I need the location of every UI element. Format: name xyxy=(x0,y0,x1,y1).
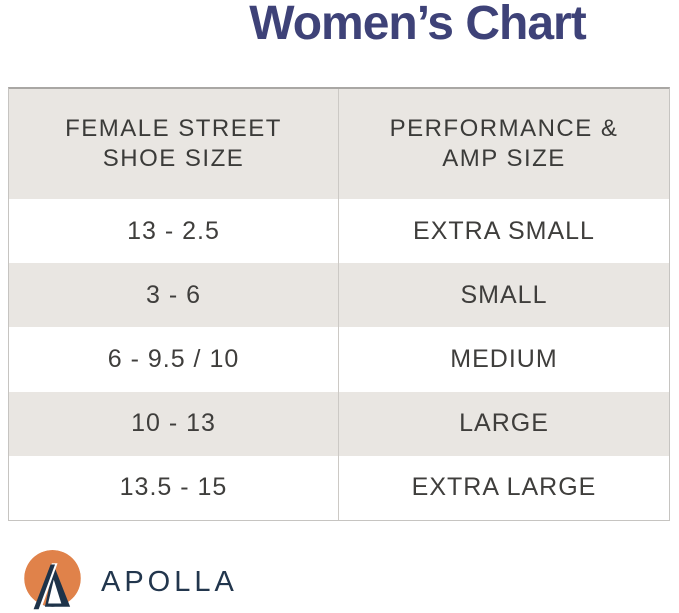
table-row: 13.5 - 15 EXTRA LARGE xyxy=(9,455,669,521)
amp-size-cell: EXTRA SMALL xyxy=(413,216,595,245)
shoe-size-cell: 13.5 - 15 xyxy=(9,455,339,521)
shoe-size-cell: 3 - 6 xyxy=(9,263,339,328)
column-header-shoe-size: FEMALE STREET SHOE SIZE xyxy=(9,89,339,199)
table-row: 13 - 2.5 EXTRA SMALL xyxy=(9,199,669,264)
table-row: 6 - 9.5 / 10 MEDIUM xyxy=(9,327,669,392)
amp-size-cell: MEDIUM xyxy=(450,345,558,373)
apolla-logo-icon xyxy=(21,550,84,613)
shoe-size-cell: 6 - 9.5 / 10 xyxy=(9,327,339,392)
table-header-row: FEMALE STREET SHOE SIZE PERFORMANCE & AM… xyxy=(9,89,669,199)
shoe-size-cell: 13 - 2.5 xyxy=(9,199,339,264)
page-title: Women’s Chart xyxy=(249,0,586,50)
table-row: 3 - 6 SMALL xyxy=(9,263,669,328)
brand-footer: APOLLA xyxy=(21,550,238,613)
table-row: 10 - 13 LARGE xyxy=(9,391,669,456)
shoe-size-cell: 10 - 13 xyxy=(9,391,339,456)
size-table: FEMALE STREET SHOE SIZE PERFORMANCE & AM… xyxy=(8,87,670,521)
amp-size-cell: LARGE xyxy=(459,409,549,438)
amp-size-cell: SMALL xyxy=(460,280,548,309)
column-header-amp-size: PERFORMANCE & AMP SIZE xyxy=(389,115,619,172)
brand-name: APOLLA xyxy=(101,566,238,598)
table-body: 13 - 2.5 EXTRA SMALL 3 - 6 SMALL 6 - 9.5 / 1… xyxy=(9,199,669,521)
amp-size-cell: EXTRA LARGE xyxy=(411,473,597,502)
